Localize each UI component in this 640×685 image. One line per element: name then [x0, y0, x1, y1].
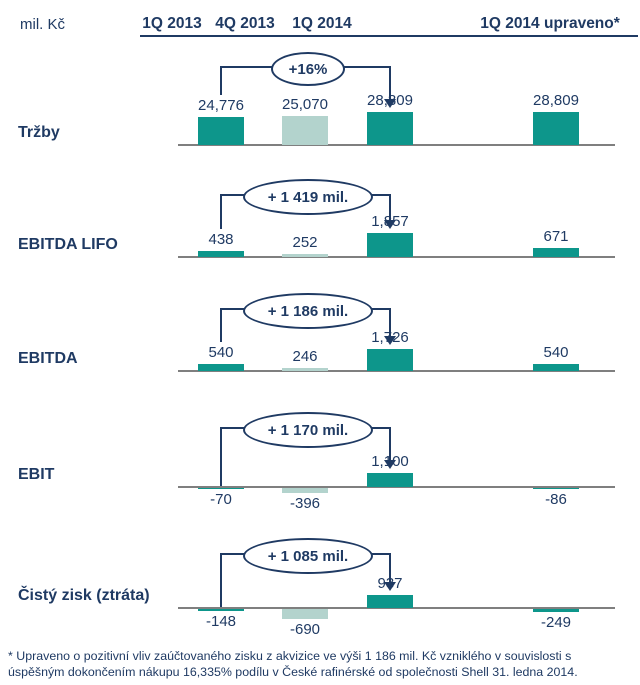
arrow-shaft — [389, 195, 391, 221]
bar-1q-2013 — [198, 488, 244, 489]
row-label: EBITDA — [18, 350, 78, 367]
footnote-line: úspěšným dokončením nákupu 16,335% podíl… — [8, 665, 578, 679]
bar-value-label: 24,776 — [198, 97, 244, 114]
bar-value-label: -396 — [289, 495, 321, 512]
arrow-down-icon — [384, 336, 396, 345]
bar-1q-2014 — [367, 473, 413, 487]
change-badge: + 1 186 mil. — [243, 293, 373, 329]
bar-value-label: 671 — [543, 228, 569, 245]
bar-value-label: -70 — [210, 491, 232, 508]
connector-line-vertical — [220, 67, 222, 95]
bar-value-label: 28,809 — [533, 92, 579, 109]
arrow-shaft — [389, 67, 391, 100]
column-header-1q2014-upraveno: 1Q 2014 upraveno* — [480, 15, 620, 32]
baseline — [178, 144, 615, 146]
arrow-down-icon — [384, 582, 396, 591]
bar-value-label: 252 — [292, 234, 318, 251]
column-header-1q2013: 1Q 2013 — [142, 15, 202, 32]
bar-1q-2014-upraveno- — [533, 248, 579, 257]
arrow-shaft — [389, 309, 391, 337]
bar-1q-2014-upraveno- — [533, 488, 579, 489]
bar-1q-2014 — [367, 349, 413, 371]
unit-label: mil. Kč — [20, 16, 65, 33]
connector-line-vertical — [220, 428, 222, 486]
bar-value-label: -148 — [205, 613, 237, 630]
bar-4q-2013 — [282, 488, 328, 493]
row-label: EBIT — [18, 466, 55, 483]
change-badge: + 1 419 mil. — [243, 179, 373, 215]
bar-value-label: 25,070 — [282, 96, 328, 113]
column-header-4q2013: 4Q 2013 — [215, 15, 275, 32]
bar-1q-2013 — [198, 251, 244, 257]
bar-value-label: 540 — [543, 344, 569, 361]
arrow-shaft — [389, 554, 391, 583]
change-badge: +16% — [271, 52, 345, 86]
connector-line-vertical — [220, 554, 222, 607]
arrow-down-icon — [384, 99, 396, 108]
bar-4q-2013 — [282, 368, 328, 371]
bar-value-label: 540 — [208, 344, 234, 361]
bar-1q-2013 — [198, 117, 244, 145]
bar-value-label: 246 — [292, 348, 318, 365]
baseline — [178, 256, 615, 258]
bar-value-label: -249 — [540, 614, 572, 631]
baseline — [178, 607, 615, 609]
bar-1q-2014-upraveno- — [533, 364, 579, 371]
bar-4q-2013 — [282, 254, 328, 257]
bar-1q-2014 — [367, 112, 413, 145]
connector-line-vertical — [220, 309, 222, 342]
header-underline — [140, 35, 638, 37]
bar-value-label: 438 — [208, 231, 234, 248]
connector-line-vertical — [220, 195, 222, 229]
footnote: * Upraveno o pozitivní vliv zaúčtovaného… — [8, 648, 638, 680]
bar-value-label: -690 — [289, 621, 321, 638]
arrow-down-icon — [384, 460, 396, 469]
baseline — [178, 486, 615, 488]
row-label: Tržby — [18, 124, 60, 141]
row-label: Čistý zisk (ztráta) — [18, 587, 150, 604]
bar-1q-2014-upraveno- — [533, 112, 579, 145]
arrow-down-icon — [384, 220, 396, 229]
bar-1q-2014 — [367, 233, 413, 257]
row-label: EBITDA LIFO — [18, 236, 118, 253]
column-header-1q2014: 1Q 2014 — [292, 15, 352, 32]
bar-value-label: -86 — [545, 491, 567, 508]
bar-1q-2013 — [198, 609, 244, 611]
change-badge: + 1 085 mil. — [243, 538, 373, 574]
bar-4q-2013 — [282, 116, 328, 145]
change-badge: + 1 170 mil. — [243, 412, 373, 448]
bar-4q-2013 — [282, 609, 328, 619]
bar-1q-2014 — [367, 595, 413, 608]
arrow-shaft — [389, 428, 391, 461]
bar-1q-2013 — [198, 364, 244, 371]
baseline — [178, 370, 615, 372]
bar-1q-2014-upraveno- — [533, 609, 579, 612]
footnote-line: * Upraveno o pozitivní vliv zaúčtovaného… — [8, 649, 572, 663]
